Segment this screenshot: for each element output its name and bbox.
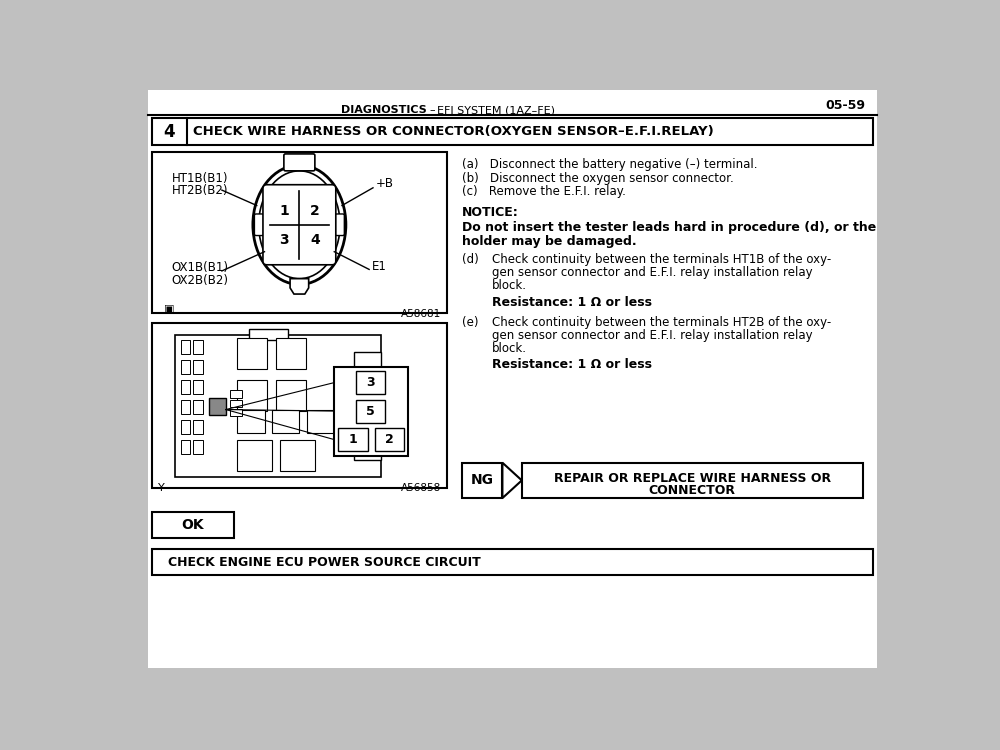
Bar bbox=[522, 463, 863, 498]
Text: Y: Y bbox=[158, 483, 165, 493]
Text: 2: 2 bbox=[310, 204, 320, 218]
Bar bbox=[356, 400, 385, 423]
Text: NOTICE:: NOTICE: bbox=[462, 206, 519, 218]
Text: 3: 3 bbox=[279, 233, 289, 248]
Text: 3: 3 bbox=[366, 376, 375, 389]
Bar bbox=[237, 380, 267, 411]
Bar bbox=[230, 400, 242, 407]
Bar bbox=[193, 400, 202, 414]
Text: 4: 4 bbox=[163, 122, 175, 140]
Text: EFI SYSTEM (1AZ–FE): EFI SYSTEM (1AZ–FE) bbox=[437, 106, 555, 116]
Bar bbox=[334, 368, 408, 456]
Bar bbox=[375, 428, 404, 451]
Bar bbox=[181, 360, 190, 374]
Bar bbox=[181, 400, 190, 414]
Bar bbox=[276, 338, 306, 369]
Bar bbox=[356, 371, 385, 394]
FancyBboxPatch shape bbox=[284, 154, 315, 171]
Bar bbox=[125, 90, 148, 668]
Bar bbox=[237, 338, 267, 369]
Bar bbox=[152, 152, 447, 314]
Bar bbox=[152, 118, 873, 146]
Text: (a)   Disconnect the battery negative (–) terminal.: (a) Disconnect the battery negative (–) … bbox=[462, 158, 758, 171]
Bar bbox=[237, 440, 272, 471]
Text: OX2B(B2): OX2B(B2) bbox=[172, 274, 228, 286]
Ellipse shape bbox=[253, 165, 346, 284]
Text: HT1B(B1): HT1B(B1) bbox=[172, 172, 228, 185]
Bar bbox=[181, 440, 190, 454]
Bar bbox=[209, 398, 226, 415]
Text: (c)   Remove the E.F.I. relay.: (c) Remove the E.F.I. relay. bbox=[462, 185, 626, 199]
Bar bbox=[237, 410, 264, 433]
Ellipse shape bbox=[259, 171, 340, 279]
Text: 05-59: 05-59 bbox=[825, 99, 865, 112]
Bar bbox=[181, 380, 190, 394]
Bar bbox=[181, 420, 190, 434]
Text: E1: E1 bbox=[371, 260, 386, 273]
Polygon shape bbox=[502, 463, 522, 498]
Bar bbox=[193, 440, 202, 454]
Text: block.: block. bbox=[492, 280, 527, 292]
Text: CHECK ENGINE ECU POWER SOURCE CIRCUIT: CHECK ENGINE ECU POWER SOURCE CIRCUIT bbox=[168, 556, 480, 568]
Text: DIAGNOSTICS: DIAGNOSTICS bbox=[342, 106, 427, 116]
Bar bbox=[354, 444, 381, 460]
Text: +B: +B bbox=[375, 177, 393, 190]
Bar bbox=[152, 549, 873, 575]
Bar bbox=[354, 352, 381, 368]
Text: 1: 1 bbox=[279, 204, 289, 218]
Text: A58681: A58681 bbox=[401, 309, 441, 319]
Text: 5: 5 bbox=[366, 404, 375, 418]
Bar bbox=[193, 380, 202, 394]
Text: Do not insert the tester leads hard in procedure (d), or the: Do not insert the tester leads hard in p… bbox=[462, 221, 876, 234]
Bar bbox=[152, 322, 447, 488]
Text: REPAIR OR REPLACE WIRE HARNESS OR: REPAIR OR REPLACE WIRE HARNESS OR bbox=[554, 472, 831, 485]
Text: Resistance: 1 Ω or less: Resistance: 1 Ω or less bbox=[492, 358, 652, 371]
Bar bbox=[193, 340, 202, 354]
Text: CONNECTOR: CONNECTOR bbox=[649, 484, 736, 497]
Text: gen sensor connector and E.F.I. relay installation relay: gen sensor connector and E.F.I. relay in… bbox=[492, 266, 812, 279]
Text: holder may be damaged.: holder may be damaged. bbox=[462, 235, 637, 248]
Bar bbox=[338, 428, 368, 451]
FancyBboxPatch shape bbox=[263, 184, 336, 265]
Bar bbox=[230, 390, 242, 398]
Text: Check continuity between the terminals HT1B of the oxy-: Check continuity between the terminals H… bbox=[492, 254, 831, 266]
Polygon shape bbox=[290, 279, 309, 294]
Text: CHECK WIRE HARNESS OR CONNECTOR(OXYGEN SENSOR–E.F.I.RELAY): CHECK WIRE HARNESS OR CONNECTOR(OXYGEN S… bbox=[193, 125, 714, 138]
FancyBboxPatch shape bbox=[335, 214, 344, 236]
Bar bbox=[175, 334, 381, 477]
Text: block.: block. bbox=[492, 342, 527, 355]
Text: Resistance: 1 Ω or less: Resistance: 1 Ω or less bbox=[492, 296, 652, 308]
Text: HT2B(B2): HT2B(B2) bbox=[172, 184, 228, 197]
Bar bbox=[877, 90, 900, 668]
Bar bbox=[249, 328, 288, 340]
Bar bbox=[181, 340, 190, 354]
Text: 1: 1 bbox=[348, 433, 357, 446]
Text: A56858: A56858 bbox=[401, 483, 441, 493]
Text: OK: OK bbox=[181, 518, 204, 532]
Bar bbox=[280, 440, 315, 471]
FancyBboxPatch shape bbox=[254, 214, 264, 236]
Text: –: – bbox=[430, 106, 435, 116]
Bar bbox=[230, 409, 242, 416]
Text: (e): (e) bbox=[462, 316, 479, 328]
Text: OX1B(B1): OX1B(B1) bbox=[172, 261, 228, 274]
Text: NG: NG bbox=[471, 473, 494, 488]
Bar bbox=[276, 380, 306, 411]
Text: Check continuity between the terminals HT2B of the oxy-: Check continuity between the terminals H… bbox=[492, 316, 831, 328]
Text: 4: 4 bbox=[310, 233, 320, 248]
Bar bbox=[193, 420, 202, 434]
Text: (b)   Disconnect the oxygen sensor connector.: (b) Disconnect the oxygen sensor connect… bbox=[462, 172, 734, 184]
Bar bbox=[193, 360, 202, 374]
Text: ▣: ▣ bbox=[164, 304, 174, 314]
Bar bbox=[462, 463, 502, 498]
Bar bbox=[152, 512, 234, 538]
Bar bbox=[272, 410, 299, 433]
Bar bbox=[307, 410, 334, 433]
Text: (d): (d) bbox=[462, 254, 479, 266]
Text: 2: 2 bbox=[385, 433, 394, 446]
Text: gen sensor connector and E.F.I. relay installation relay: gen sensor connector and E.F.I. relay in… bbox=[492, 328, 812, 342]
